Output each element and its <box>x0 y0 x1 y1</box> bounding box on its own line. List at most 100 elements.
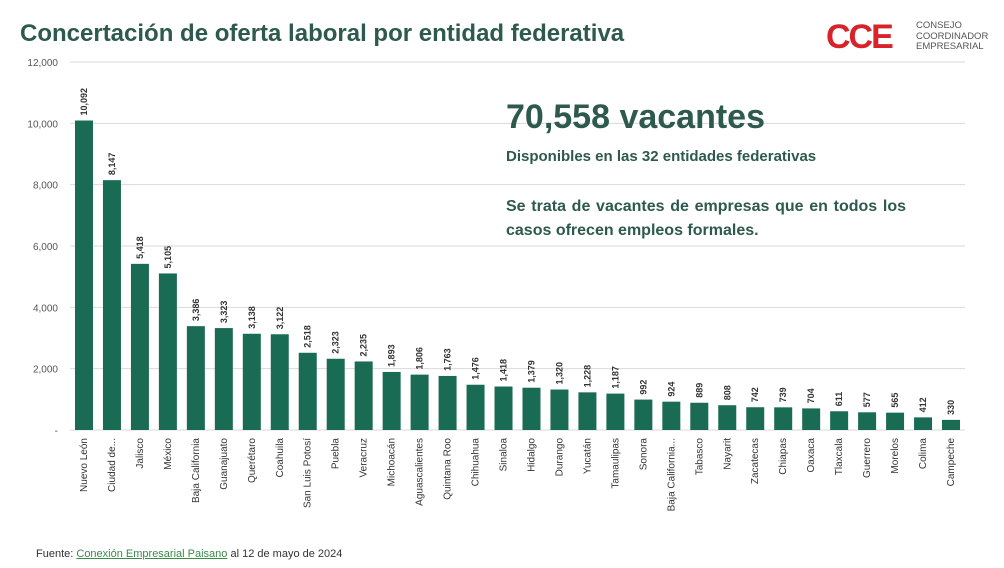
value-label: 5,105 <box>163 246 173 269</box>
bar <box>578 392 597 430</box>
value-label: 5,418 <box>135 236 145 259</box>
value-label: 565 <box>890 393 900 408</box>
value-label: 739 <box>778 387 788 402</box>
category-label: Aguascalientes <box>415 438 426 506</box>
bar <box>214 328 233 430</box>
value-label: 1,806 <box>415 347 425 370</box>
value-label: 2,235 <box>359 334 369 357</box>
logo-line-3: EMPRESARIAL <box>916 41 984 52</box>
category-label: Baja California <box>191 438 202 503</box>
bar <box>522 387 541 430</box>
value-label: 1,320 <box>554 362 564 385</box>
category-label: San Luis Potosí <box>303 438 314 508</box>
value-label: 704 <box>806 388 816 403</box>
bar <box>774 407 793 430</box>
bar <box>746 407 765 430</box>
value-label: 1,228 <box>582 365 592 388</box>
bar <box>326 358 345 430</box>
source-link[interactable]: Conexión Empresarial Paisano <box>76 548 228 560</box>
category-label: Sonora <box>638 438 649 471</box>
value-label: 808 <box>722 385 732 400</box>
bar <box>186 326 205 430</box>
cce-logo: CCE CONSEJO COORDINADOR EMPRESARIAL <box>826 18 998 60</box>
source-prefix: Fuente: <box>36 548 74 560</box>
value-label: 611 <box>834 392 844 407</box>
value-label: 10,092 <box>79 88 89 116</box>
value-label: 3,386 <box>191 299 201 322</box>
category-label: Oaxaca <box>806 438 817 473</box>
bar <box>690 402 709 430</box>
vacancies-note: Se trata de vacantes de empresas que en … <box>506 198 906 239</box>
category-label: Durango <box>554 438 565 477</box>
bar <box>130 263 149 430</box>
value-label: 8,147 <box>107 153 117 176</box>
source-footer: Fuente: Conexión Empresarial Paisano al … <box>36 548 342 560</box>
value-label: 1,476 <box>471 357 481 380</box>
category-label: Veracruz <box>359 438 370 477</box>
bar <box>662 401 681 430</box>
category-label: Tabasco <box>694 438 705 476</box>
value-label: 1,187 <box>610 366 620 389</box>
logo-text: CONSEJO COORDINADOR EMPRESARIAL <box>916 20 989 53</box>
category-label: México <box>163 438 174 470</box>
category-label: Ciudad de... <box>107 438 118 492</box>
value-label: 330 <box>946 400 956 415</box>
value-label: 412 <box>918 397 928 412</box>
category-label: Zacatecas <box>750 438 761 484</box>
value-label: 1,763 <box>443 348 453 371</box>
bar <box>270 334 289 430</box>
value-label: 992 <box>638 380 648 395</box>
bar <box>410 374 429 430</box>
bar <box>914 417 933 430</box>
value-label: 1,379 <box>526 360 536 383</box>
y-tick-label: 10,000 <box>27 119 58 130</box>
category-label: Michoacán <box>387 438 398 486</box>
total-vacancies: 70,558 vacantes <box>506 98 765 136</box>
bar <box>802 408 821 430</box>
logo-line-2: COORDINADOR <box>916 30 989 42</box>
y-tick-label: 8,000 <box>33 181 58 192</box>
value-label: 2,323 <box>331 331 341 354</box>
value-label: 742 <box>750 387 760 402</box>
category-label: Guanajuato <box>219 438 230 490</box>
source-suffix: al 12 de mayo de 2024 <box>230 548 343 560</box>
category-label: Tamaulipas <box>610 438 621 489</box>
bar <box>942 419 961 430</box>
value-label: 1,893 <box>387 344 397 367</box>
y-tick-label: 6,000 <box>33 242 58 253</box>
category-label: Hidalgo <box>526 438 537 472</box>
bar <box>242 333 261 430</box>
bar <box>74 120 93 431</box>
category-label: Chiapas <box>778 438 789 475</box>
category-label: Baja California... <box>666 438 677 511</box>
category-label: Coahuila <box>275 438 286 478</box>
category-label: Puebla <box>331 438 342 470</box>
bar <box>606 393 625 430</box>
y-tick-label: 12,000 <box>27 58 58 69</box>
value-label: 889 <box>694 383 704 398</box>
bar <box>382 371 401 430</box>
category-label: Colima <box>918 438 929 470</box>
category-label: Guerrero <box>862 438 873 478</box>
bar <box>886 412 905 430</box>
category-label: Chihuahua <box>471 438 482 487</box>
vacancies-subtitle: Disponibles en las 32 entidades federati… <box>506 148 817 165</box>
y-tick-label: 2,000 <box>33 365 58 376</box>
y-tick-label: - <box>55 426 58 437</box>
logo-line-1: CONSEJO <box>916 20 962 31</box>
bar <box>858 412 877 430</box>
category-label: Campeche <box>946 438 957 487</box>
category-label: Jalisco <box>135 438 146 469</box>
bar <box>158 273 177 430</box>
category-label: Nuevo León <box>79 438 90 492</box>
value-label: 3,138 <box>247 306 257 329</box>
bar <box>634 399 653 430</box>
bar <box>494 386 513 430</box>
logo-mark: CCE <box>826 18 894 56</box>
category-label: Tlaxcala <box>834 438 845 476</box>
bar <box>438 375 457 430</box>
category-label: Morelos <box>890 438 901 474</box>
category-label: Nayarit <box>722 438 733 470</box>
category-label: Quintana Roo <box>443 438 454 500</box>
